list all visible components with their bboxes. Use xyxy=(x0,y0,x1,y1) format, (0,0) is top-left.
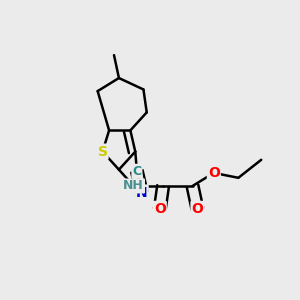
Text: NH: NH xyxy=(123,179,144,193)
Text: O: O xyxy=(208,166,220,180)
Text: O: O xyxy=(154,202,166,216)
Text: C: C xyxy=(132,165,142,178)
Text: O: O xyxy=(191,202,203,216)
Text: S: S xyxy=(98,145,108,159)
Text: N: N xyxy=(136,185,148,200)
